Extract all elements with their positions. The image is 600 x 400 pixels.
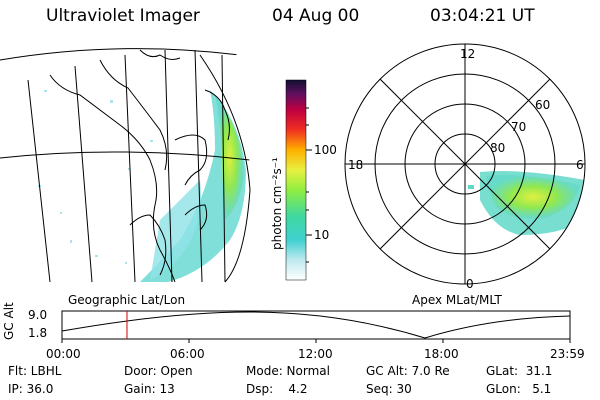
colorbar-unit-label: photon cm⁻²s⁻¹: [270, 157, 284, 250]
ip-status: IP: 36.0: [8, 382, 54, 396]
mode-status: Mode: Normal: [246, 364, 330, 378]
polar-panel-caption: Apex MLat/MLT: [412, 293, 502, 307]
seq-status: Seq: 30: [366, 382, 412, 396]
altitude-ytick-min: 1.8: [28, 326, 48, 340]
gain-status: Gain: 13: [124, 382, 175, 396]
altitude-xtick-1800: 18:00: [424, 347, 459, 361]
filter-status: Flt: LBHL: [8, 364, 62, 378]
altitude-xtick-0000: 00:00: [46, 347, 81, 361]
map-background-noise: [38, 90, 153, 264]
earth-limb: [199, 54, 251, 283]
polar-diagonal-2: [379, 78, 551, 250]
altitude-xtick-0600: 06:00: [170, 347, 205, 361]
mlat-label-80: 80: [490, 141, 506, 155]
polar-plot: [344, 43, 586, 285]
gc-alt-status: GC Alt: 7.0 Re: [366, 364, 450, 378]
colorbar-tick-100: 100: [314, 143, 337, 157]
dsp-status: Dsp: 4.2: [246, 382, 308, 396]
latitude-lines: [0, 48, 250, 161]
door-status: Door: Open: [124, 364, 193, 378]
altitude-xtick-1200: 12:00: [298, 347, 333, 361]
colorbar: [285, 79, 312, 281]
date-label: 04 Aug 00: [272, 6, 360, 26]
instrument-title: Ultraviolet Imager: [46, 6, 200, 26]
altitude-plot: [61, 310, 571, 343]
mlt-label-6: 6: [576, 158, 584, 172]
altitude-ylabel: GC Alt: [2, 302, 16, 340]
glat-status: GLat: 31.1: [486, 364, 553, 378]
coastlines: [49, 49, 230, 282]
mlat-label-70: 70: [511, 120, 527, 134]
geographic-map: [0, 48, 251, 283]
mlat-label-60: 60: [535, 98, 551, 112]
altitude-xtick-2359: 23:59: [550, 347, 585, 361]
altitude-curve: [61, 311, 571, 339]
geo-aurora: [140, 90, 246, 282]
mlt-label-18: 18: [348, 158, 364, 172]
geo-panel-caption: Geographic Lat/Lon: [68, 293, 186, 307]
altitude-ytick-max: 9.0: [28, 308, 48, 322]
mlt-label-12: 12: [460, 47, 476, 61]
mlt-label-0: 0: [466, 277, 474, 291]
glon-status: GLon: 5.1: [486, 382, 552, 396]
colorbar-tick-10: 10: [314, 228, 330, 242]
time-label: 03:04:21 UT: [430, 6, 535, 26]
